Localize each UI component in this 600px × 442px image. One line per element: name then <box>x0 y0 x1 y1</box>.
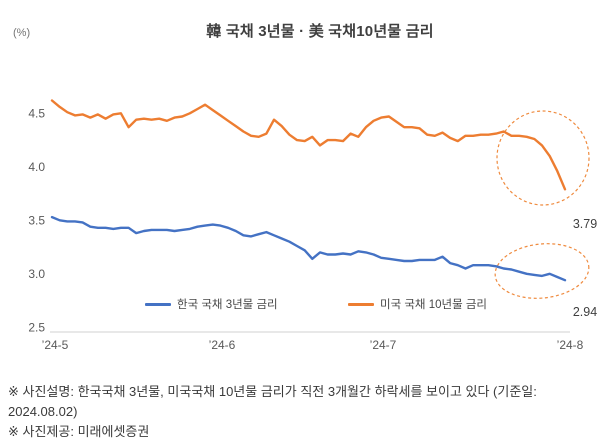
end-value-label-korea: 2.94 <box>572 305 598 319</box>
us-10y-line <box>50 99 567 191</box>
x-tick-label: ’24-6 <box>209 338 236 352</box>
x-tick-label: ’24-5 <box>42 338 69 352</box>
end-value-label-us: 3.79 <box>572 217 598 231</box>
y-tick-label: 4.0 <box>28 160 45 174</box>
y-tick-label: 3.5 <box>28 213 45 227</box>
korea-3y-line <box>50 215 567 282</box>
y-tick-label: 2.5 <box>28 320 45 334</box>
footnotes: ※ 사진설명: 한국국채 3년물, 미국국채 10년물 금리가 직전 3개월간 … <box>8 382 600 442</box>
x-tick-label: ’24-7 <box>370 338 397 352</box>
highlight-ellipse-korea <box>494 243 590 299</box>
y-tick-label: 3.0 <box>28 267 45 281</box>
y-axis-unit-label: (%) <box>13 27 31 39</box>
korea-line-swatch <box>145 302 171 306</box>
legend-item-korea: 한국 국채 3년물 금리 <box>145 296 278 312</box>
footnote-credit: ※ 사진제공: 미래에셋증권 <box>8 424 150 439</box>
legend-label-korea: 한국 국채 3년물 금리 <box>177 299 278 311</box>
legend-label-us: 미국 국채 10년물 금리 <box>380 299 488 311</box>
line-chart: 4.5 4.0 3.5 3.0 2.5 ’24-5 ’24-6 ’24-7 ’24-8 <box>28 99 590 352</box>
us-line-swatch <box>348 302 374 306</box>
x-tick-label: ’24-8 <box>557 338 584 352</box>
highlight-ellipse-us <box>496 110 590 206</box>
footnote-caption: ※ 사진설명: 한국국채 3년물, 미국국채 10년물 금리가 직전 3개월간 … <box>8 384 537 419</box>
y-tick-label: 4.5 <box>28 106 45 120</box>
legend-item-us: 미국 국채 10년물 금리 <box>348 296 487 312</box>
chart-title: 韓 국채 3년물 · 美 국채10년물 금리 <box>206 23 434 40</box>
